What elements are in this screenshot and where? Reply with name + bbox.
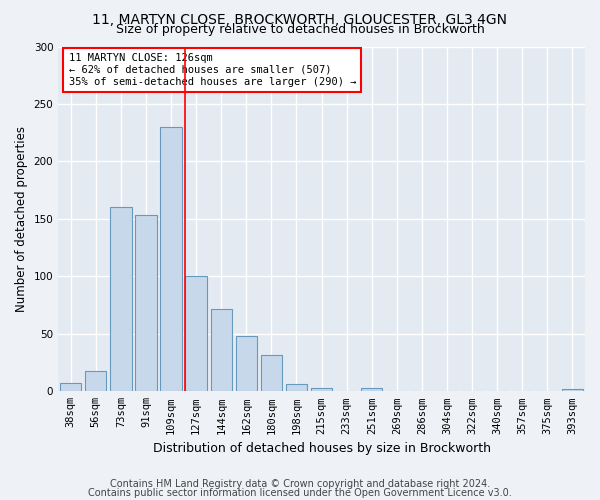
Bar <box>286 384 307 392</box>
Text: 11 MARTYN CLOSE: 126sqm
← 62% of detached houses are smaller (507)
35% of semi-d: 11 MARTYN CLOSE: 126sqm ← 62% of detache… <box>69 54 356 86</box>
X-axis label: Distribution of detached houses by size in Brockworth: Distribution of detached houses by size … <box>152 442 491 455</box>
Bar <box>60 384 82 392</box>
Bar <box>160 127 182 392</box>
Bar <box>85 370 106 392</box>
Bar <box>110 208 131 392</box>
Bar <box>185 276 207 392</box>
Text: Contains public sector information licensed under the Open Government Licence v3: Contains public sector information licen… <box>88 488 512 498</box>
Bar <box>236 336 257 392</box>
Bar <box>136 216 157 392</box>
Bar <box>261 354 282 392</box>
Bar <box>211 308 232 392</box>
Bar <box>311 388 332 392</box>
Text: 11, MARTYN CLOSE, BROCKWORTH, GLOUCESTER, GL3 4GN: 11, MARTYN CLOSE, BROCKWORTH, GLOUCESTER… <box>92 12 508 26</box>
Text: Size of property relative to detached houses in Brockworth: Size of property relative to detached ho… <box>116 22 484 36</box>
Bar <box>562 389 583 392</box>
Y-axis label: Number of detached properties: Number of detached properties <box>15 126 28 312</box>
Bar <box>361 388 382 392</box>
Text: Contains HM Land Registry data © Crown copyright and database right 2024.: Contains HM Land Registry data © Crown c… <box>110 479 490 489</box>
